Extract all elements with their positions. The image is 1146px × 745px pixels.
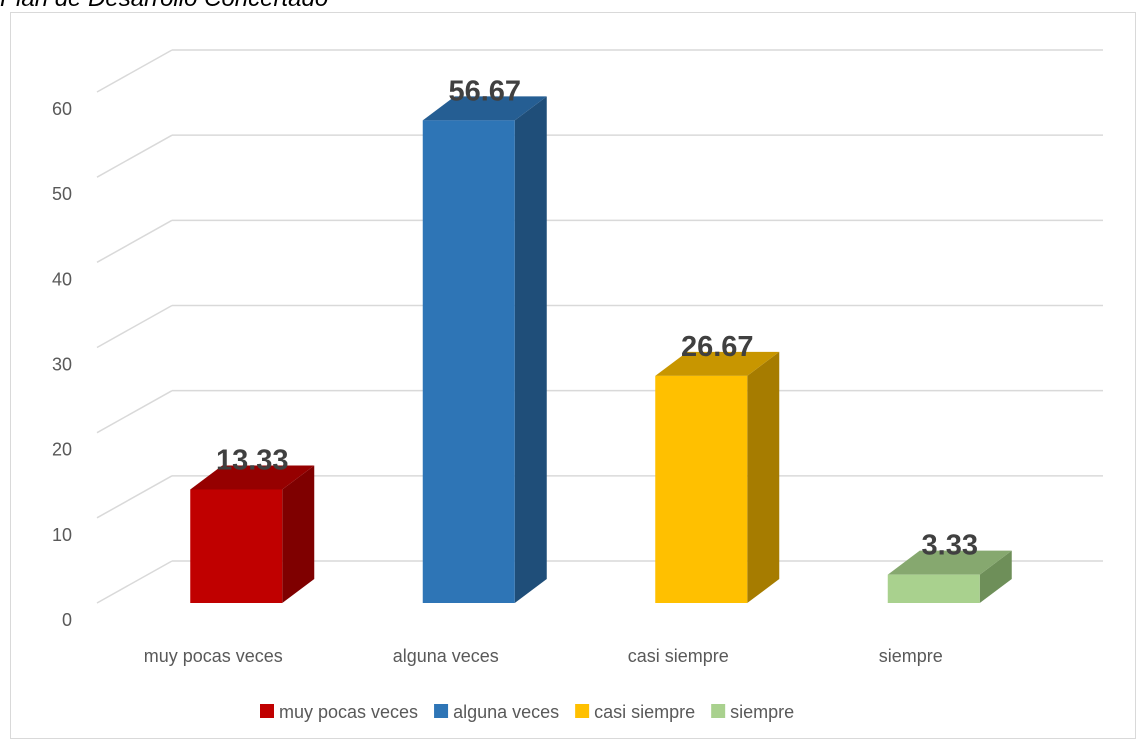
y-tick-label: 20 — [52, 440, 72, 460]
y-tick-label: 50 — [52, 184, 72, 204]
data-label: 56.67 — [448, 75, 521, 107]
bar-top — [655, 351, 780, 376]
x-tick-label: casi siempre — [628, 646, 729, 666]
data-label: 26.67 — [681, 331, 754, 363]
legend-label: alguna veces — [453, 702, 559, 722]
x-tick-label: muy pocas veces — [144, 646, 283, 666]
bar — [887, 574, 980, 603]
legend-swatch — [575, 704, 590, 718]
grid-line-side — [96, 49, 173, 93]
y-tick-label: 60 — [52, 99, 72, 119]
grid-line-side — [96, 304, 173, 349]
bar-side — [747, 351, 780, 603]
y-tick-label: 10 — [52, 525, 72, 545]
bar-top — [190, 465, 315, 490]
bar-top — [422, 96, 547, 121]
bar-side — [979, 550, 1012, 603]
legend-swatch — [434, 704, 449, 718]
legend-swatch — [260, 704, 274, 718]
grid-line-side — [96, 560, 173, 604]
chart-title: Plan de Desarrollo Concertado — [0, 0, 328, 12]
bar — [190, 489, 283, 603]
y-tick-label: 0 — [62, 610, 72, 630]
data-label: 3.33 — [922, 530, 978, 562]
y-tick-label: 40 — [52, 269, 72, 289]
grid-line-side — [96, 475, 173, 519]
bar-top — [887, 550, 1012, 575]
legend-label: siempre — [730, 702, 794, 722]
grid-line-side — [96, 219, 173, 263]
x-tick-label: siempre — [879, 646, 943, 666]
legend-swatch — [711, 704, 726, 718]
legend-label: casi siempre — [594, 702, 695, 722]
legend-label: muy pocas veces — [279, 702, 418, 722]
grid-line-side — [96, 390, 173, 434]
bar — [655, 375, 748, 603]
x-tick-label: alguna veces — [393, 646, 499, 666]
bar — [422, 120, 515, 603]
chart-frame — [10, 12, 1136, 739]
bar-side — [282, 465, 315, 603]
grid-line-side — [96, 134, 173, 178]
data-label: 13.33 — [216, 444, 289, 476]
bar-side — [514, 96, 547, 603]
y-tick-label: 30 — [52, 355, 72, 375]
